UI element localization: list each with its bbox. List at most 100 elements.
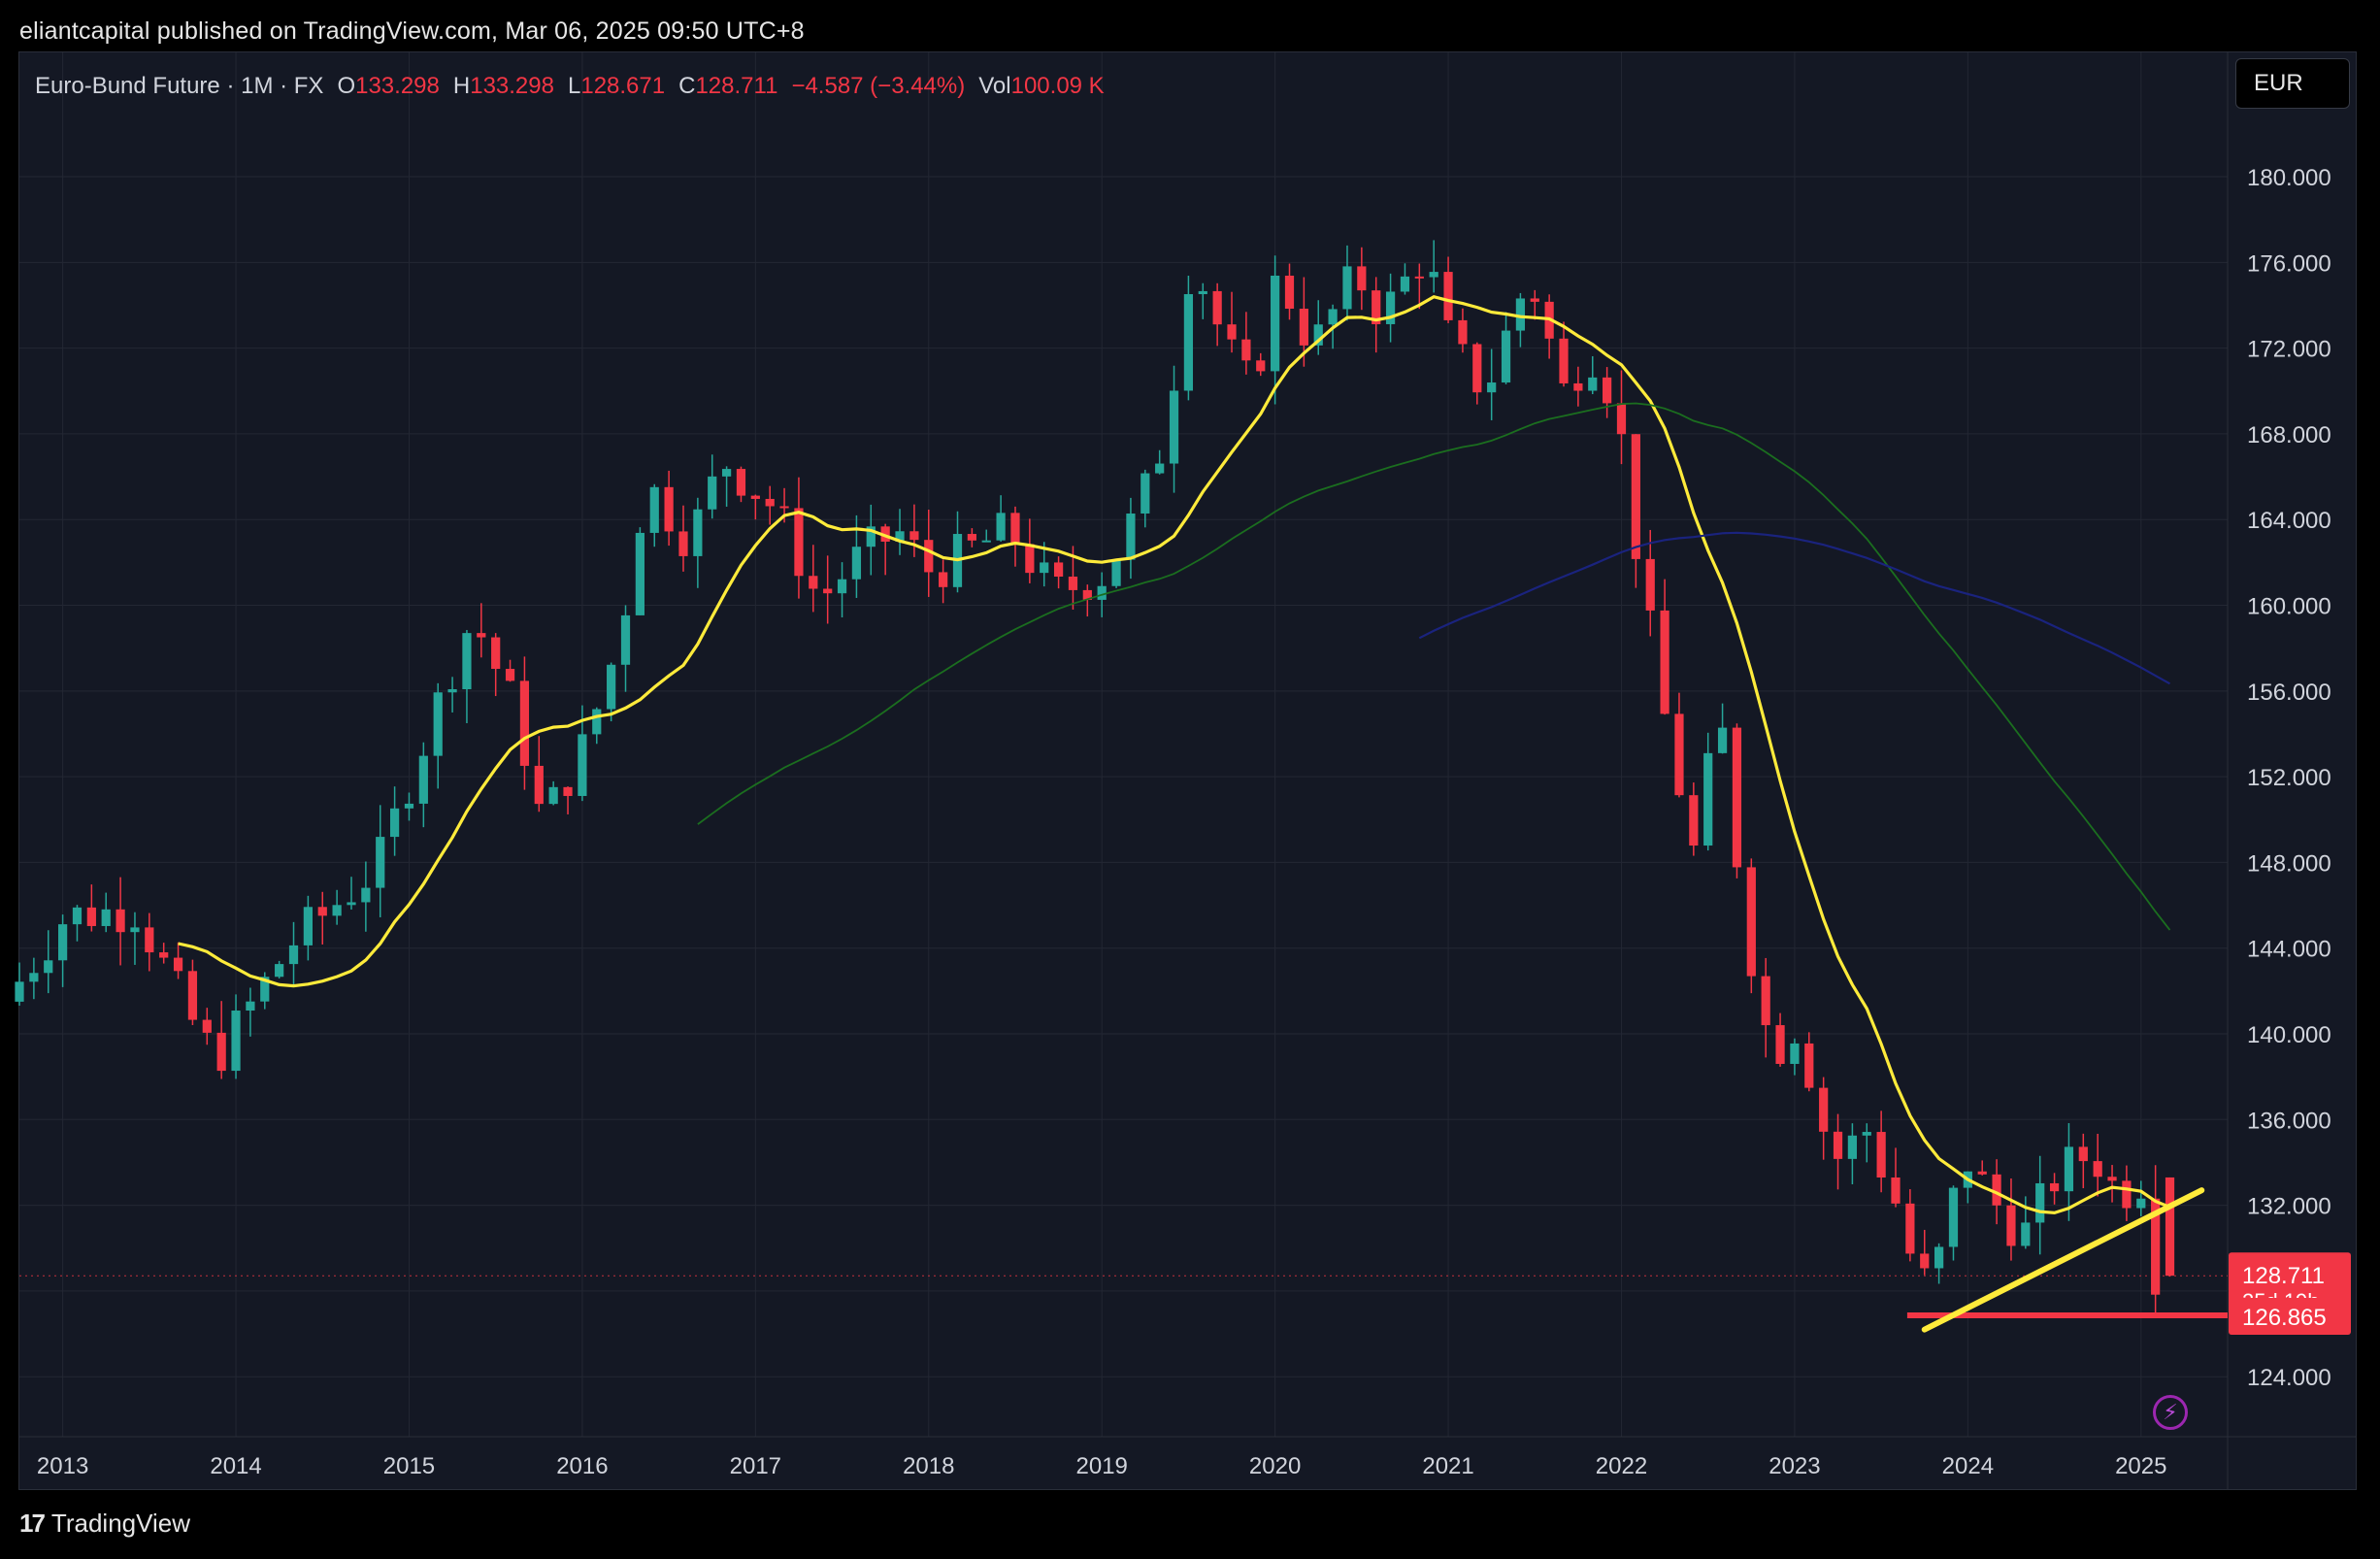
candle-body <box>1603 377 1612 404</box>
candle-body <box>563 786 573 796</box>
x-tick-label: 2018 <box>903 1453 954 1479</box>
y-tick-label: 132.000 <box>2247 1194 2331 1220</box>
x-tick-label: 2017 <box>730 1453 781 1479</box>
candle-body <box>1040 562 1049 574</box>
candle-body <box>173 957 183 972</box>
candle-body <box>721 469 732 477</box>
x-tick-label: 2015 <box>383 1453 435 1479</box>
candle-body <box>765 498 775 507</box>
candle-body <box>418 755 428 804</box>
candle-body <box>635 532 645 615</box>
x-tick-label: 2013 <box>37 1453 88 1479</box>
candle-body <box>1271 275 1280 372</box>
candle-body <box>1847 1135 1858 1159</box>
candle-body <box>1385 291 1396 324</box>
candle-body <box>1068 576 1078 590</box>
candle-body <box>260 977 270 1002</box>
candle-body <box>1429 272 1438 278</box>
candle-body <box>72 907 83 925</box>
candle-body <box>1372 290 1381 324</box>
candle-body <box>1732 727 1742 868</box>
x-tick-label: 2014 <box>210 1453 261 1479</box>
y-tick-label: 160.000 <box>2247 594 2331 620</box>
candle-body <box>1458 319 1468 345</box>
candle-body <box>116 909 125 933</box>
candle-body <box>1342 266 1352 310</box>
candle-body <box>779 506 789 509</box>
candle-body <box>664 486 674 532</box>
candle-body <box>1053 562 1064 577</box>
candle-body <box>1357 266 1367 291</box>
candle-body <box>1891 1178 1901 1204</box>
candle-body <box>1111 559 1121 586</box>
candle-body <box>578 734 587 796</box>
candle-body <box>1126 514 1136 560</box>
chart-panel[interactable] <box>18 51 2357 1490</box>
candle-body <box>750 495 760 499</box>
candle-body <box>2151 1198 2161 1295</box>
y-tick-label: 144.000 <box>2247 937 2331 963</box>
candle-body <box>1414 276 1424 279</box>
candle-body <box>1775 1025 1785 1064</box>
candle-body <box>404 803 414 809</box>
candle-body <box>101 909 111 926</box>
y-tick-label: 156.000 <box>2247 680 2331 706</box>
candle-body <box>1284 275 1295 309</box>
candle-body <box>1183 294 1194 391</box>
candle-body <box>433 692 443 756</box>
candle-body <box>736 469 746 496</box>
candle-body <box>1328 309 1338 325</box>
y-tick-label: 180.000 <box>2247 165 2331 191</box>
low-value: 128.671 <box>580 73 666 99</box>
candle-body <box>794 508 804 577</box>
ma-slow-line <box>1418 531 2171 685</box>
y-tick-label: 148.000 <box>2247 850 2331 877</box>
symbol-label[interactable]: Euro-Bund Future · 1M · FX <box>35 73 324 99</box>
candle-body <box>1934 1246 1944 1269</box>
candle-body <box>1616 403 1627 435</box>
last-price-label: 128.711 <box>2242 1263 2325 1289</box>
candle-body <box>649 486 659 533</box>
close-value: 128.711 <box>695 73 778 99</box>
candle-body <box>202 1019 212 1033</box>
candle-body <box>1227 324 1237 340</box>
candle-body <box>491 637 501 670</box>
candle-body <box>1631 434 1640 559</box>
candle-body <box>462 633 472 690</box>
candle-body <box>548 786 558 805</box>
candle-body <box>996 513 1006 541</box>
candle-body <box>1559 338 1569 383</box>
candle-body <box>1010 513 1020 545</box>
candle-body <box>1198 290 1207 295</box>
candle-body <box>376 837 385 888</box>
candle-body <box>823 588 833 594</box>
candle-body <box>317 907 327 916</box>
candle-body <box>29 973 39 982</box>
candle-body <box>1212 290 1222 325</box>
y-tick-label: 136.000 <box>2247 1108 2331 1134</box>
open-value: 133.298 <box>355 73 440 99</box>
lightning-icon[interactable]: ⚡ <box>2153 1395 2188 1430</box>
candle-body <box>2122 1180 2132 1209</box>
x-tick-label: 2025 <box>2115 1453 2166 1479</box>
candle-body <box>592 709 602 735</box>
x-tick-label: 2021 <box>1422 1453 1473 1479</box>
currency-button[interactable]: EUR <box>2235 58 2350 109</box>
candle-body <box>246 1001 255 1012</box>
candle-body <box>347 902 356 906</box>
candle-body <box>1299 308 1308 346</box>
close-label: C <box>678 73 696 99</box>
candle-body <box>2006 1205 2016 1246</box>
candle-body <box>275 964 284 978</box>
candle-body <box>361 887 371 903</box>
tradingview-logo[interactable]: 17 TradingView <box>19 1509 190 1539</box>
candle-body <box>57 924 68 961</box>
y-tick-label: 140.000 <box>2247 1022 2331 1048</box>
candle-body <box>2136 1198 2146 1209</box>
candle-body <box>1804 1043 1814 1088</box>
candle-body <box>678 531 688 556</box>
candle-body <box>1761 976 1770 1026</box>
candle-body <box>866 526 876 547</box>
candle-body <box>130 927 140 933</box>
